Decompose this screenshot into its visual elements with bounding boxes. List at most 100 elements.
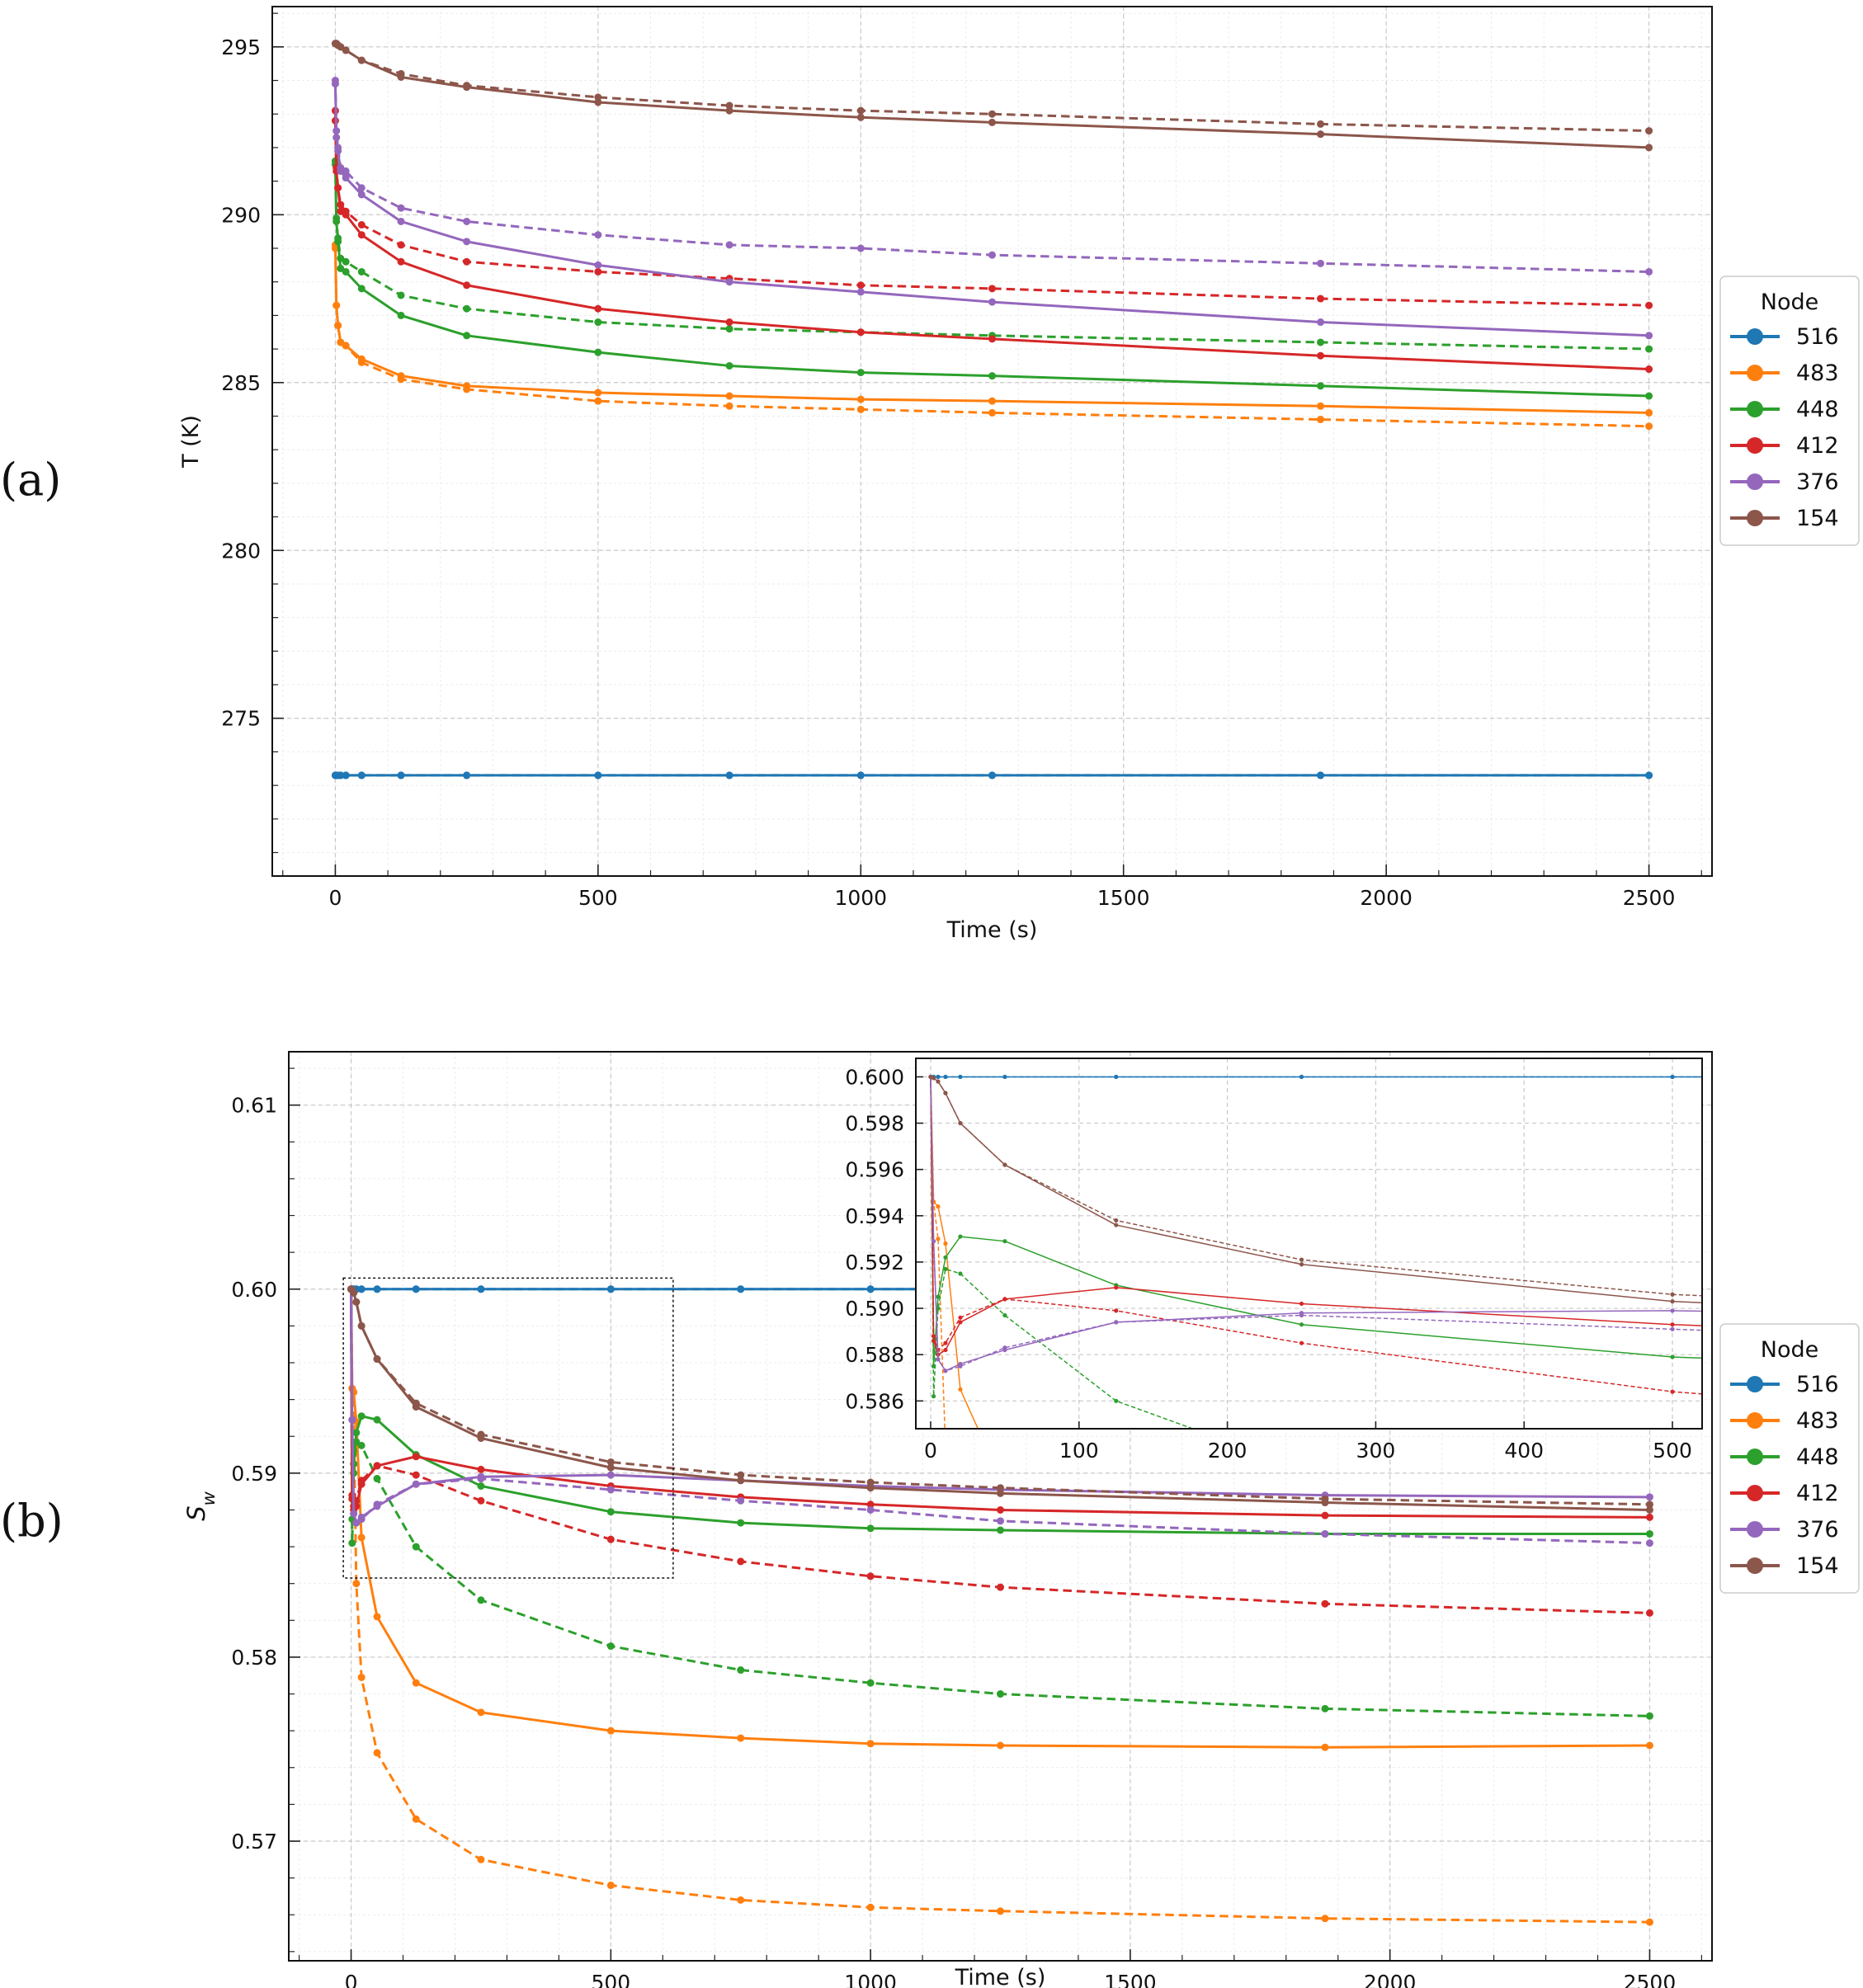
data-point-483 (737, 1734, 745, 1742)
data-point-154 (943, 1091, 948, 1095)
data-point-412 (1317, 294, 1325, 303)
data-point-376 (412, 1480, 420, 1488)
data-point-412 (463, 281, 471, 290)
data-point-448 (737, 1519, 745, 1527)
plot-area (272, 7, 1712, 876)
data-point-376 (350, 1510, 358, 1518)
data-point-376 (1321, 1529, 1329, 1538)
data-point-412 (997, 1583, 1004, 1591)
series-group (331, 40, 1653, 780)
data-point-483 (334, 322, 342, 330)
data-point-448 (606, 1508, 615, 1516)
data-point-516 (866, 1285, 875, 1293)
x-tick-label: 0 (345, 1971, 358, 1988)
legend-marker-448 (1747, 1449, 1763, 1465)
data-point-154 (397, 69, 405, 78)
data-point-412 (1645, 1609, 1653, 1617)
data-point-483 (337, 338, 345, 346)
data-point-483 (333, 301, 341, 309)
legend-label-516: 516 (1796, 324, 1839, 350)
x-tick-label: 500 (591, 1971, 630, 1988)
data-point-448 (463, 304, 471, 313)
data-point-412 (1299, 1301, 1304, 1307)
data-point-376 (943, 1369, 948, 1373)
x-tick-label: 2000 (1360, 886, 1413, 910)
data-point-483 (1645, 422, 1653, 431)
data-point-448 (1645, 345, 1653, 353)
data-point-412 (1670, 1322, 1675, 1327)
data-point-448 (397, 291, 405, 299)
data-point-412 (1299, 1340, 1304, 1345)
series-line-376-dashed (930, 1076, 1702, 1372)
data-point-376 (397, 204, 405, 212)
data-point-448 (373, 1416, 381, 1424)
legend-marker-412 (1747, 1485, 1763, 1501)
legend-label-376: 376 (1796, 1517, 1839, 1543)
data-point-376 (725, 241, 733, 249)
legend-label-154: 154 (1796, 506, 1839, 531)
data-point-516 (1670, 1074, 1675, 1080)
data-point-516 (936, 1074, 941, 1080)
data-point-412 (337, 200, 345, 209)
data-point-516 (856, 771, 865, 780)
data-point-412 (988, 335, 996, 343)
data-point-448 (606, 1642, 615, 1651)
series-line-412-solid (333, 120, 1649, 371)
data-point-483 (373, 1613, 381, 1621)
legend-marker-376 (1747, 473, 1763, 490)
data-point-412 (1645, 1513, 1653, 1521)
data-point-483 (866, 1903, 875, 1911)
data-point-376 (997, 1517, 1004, 1525)
y-tick-label: 0.60 (231, 1278, 277, 1302)
data-point-448 (943, 1266, 948, 1271)
data-point-448 (997, 1526, 1004, 1534)
series-line-154-dashed (930, 1076, 1702, 1297)
series-line-412-dashed (333, 111, 1649, 307)
data-point-412 (958, 1315, 963, 1320)
data-point-483 (1645, 1741, 1653, 1750)
axes-frame (915, 1058, 1703, 1430)
data-point-154 (931, 1076, 936, 1081)
x-tick-label: 200 (1208, 1439, 1248, 1463)
data-point-154 (725, 101, 733, 110)
data-point-483 (477, 1855, 485, 1863)
data-point-412 (997, 1505, 1004, 1514)
data-point-154 (866, 1478, 875, 1486)
data-point-448 (1645, 1712, 1653, 1720)
legend-marker-412 (1747, 437, 1763, 454)
data-point-412 (463, 257, 471, 266)
data-point-448 (725, 325, 733, 333)
data-point-483 (856, 405, 865, 413)
legend-label-412: 412 (1796, 1481, 1839, 1506)
data-point-483 (606, 1727, 615, 1735)
data-point-376 (1645, 1493, 1653, 1501)
data-point-483 (342, 342, 350, 350)
x-tick-label: 1000 (834, 886, 887, 910)
data-point-448 (943, 1255, 948, 1260)
data-point-154 (1645, 144, 1653, 152)
data-point-154 (606, 1463, 615, 1472)
data-point-412 (931, 1338, 936, 1343)
data-point-412 (1114, 1285, 1119, 1290)
temperature-chart: 0 500 1000 1500 2000 2500 275 280 285 290 295 Time … (178, 6, 1713, 943)
data-point-154 (958, 1120, 963, 1126)
x-tick-label: 400 (1504, 1439, 1544, 1463)
data-point-483 (725, 402, 733, 410)
data-point-376 (1317, 259, 1325, 267)
x-tick-label: 2000 (1364, 1971, 1417, 1988)
data-point-516 (594, 771, 602, 780)
data-point-376 (463, 238, 471, 246)
data-point-412 (1670, 1389, 1675, 1394)
data-point-448 (958, 1234, 963, 1239)
data-point-448 (357, 267, 366, 276)
x-tick-label: 1500 (1104, 1971, 1157, 1988)
data-point-412 (342, 207, 350, 215)
data-point-412 (856, 328, 865, 337)
data-point-154 (342, 46, 350, 54)
y-tick-label: 285 (221, 371, 261, 395)
data-point-376 (333, 127, 341, 135)
legend-title: Node (1761, 1337, 1818, 1363)
y-axis-label-main: S (182, 1505, 210, 1520)
data-point-154 (357, 56, 366, 64)
